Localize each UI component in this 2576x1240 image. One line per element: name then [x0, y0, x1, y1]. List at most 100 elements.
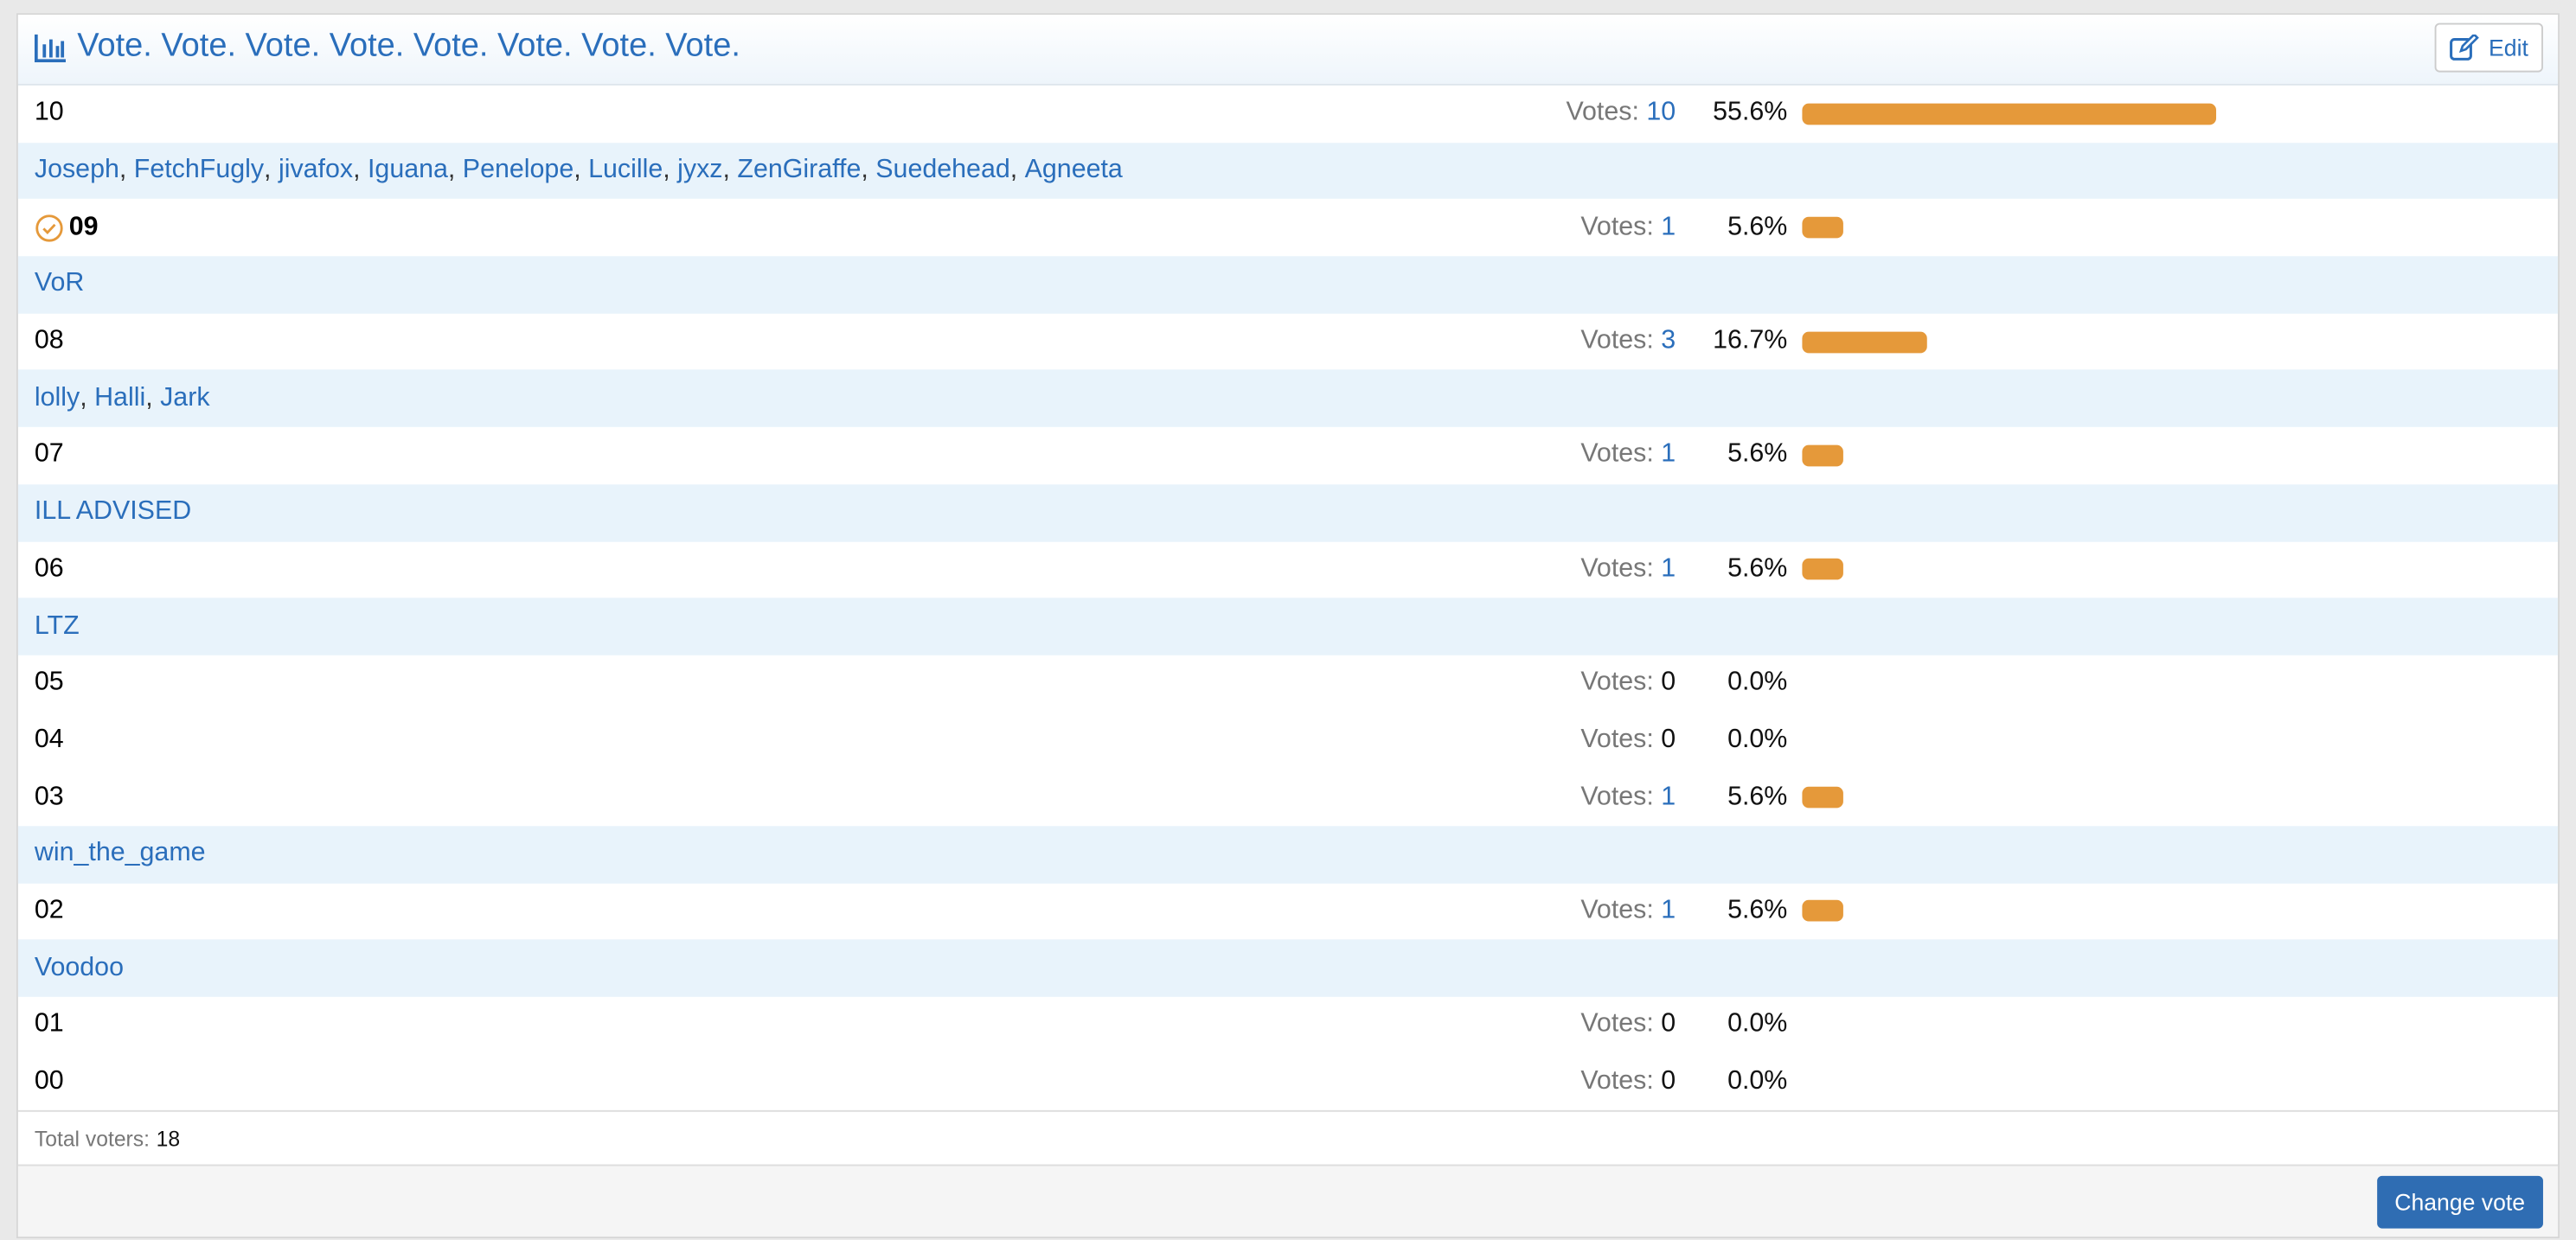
option-label: 09: [35, 213, 99, 242]
option-row: 04 Votes: 0 0.0%: [18, 712, 2558, 769]
option-label: 10: [35, 99, 64, 129]
voter-link[interactable]: Joseph: [34, 156, 119, 184]
percent: 16.7%: [1713, 327, 1788, 355]
option-label: 03: [35, 783, 64, 812]
poll-card: Vote. Vote. Vote. Vote. Vote. Vote. Vote…: [16, 13, 2560, 1238]
votes-value[interactable]: 1: [1661, 213, 1676, 241]
voter-link[interactable]: Agneeta: [1024, 156, 1123, 184]
voter-link[interactable]: Halli: [94, 383, 146, 412]
option-row: 10 Votes: 10 55.6%: [18, 86, 2558, 143]
option-row: 01 Votes: 0 0.0%: [18, 997, 2558, 1054]
poll-header: Vote. Vote. Vote. Vote. Vote. Vote. Vote…: [17, 15, 2559, 86]
percent: 5.6%: [1727, 213, 1788, 241]
votes-value[interactable]: 1: [1661, 783, 1676, 811]
option-row: 00 Votes: 0 0.0%: [18, 1054, 2558, 1111]
vote-count: Votes: 1: [1580, 897, 1676, 926]
votes-value: 0: [1661, 668, 1676, 697]
voter-link[interactable]: Jark: [160, 383, 210, 412]
option-label: 07: [35, 441, 64, 470]
option-text: 10: [34, 99, 64, 127]
voter-link[interactable]: LTZ: [34, 611, 80, 640]
voters-row: lolly, Halli, Jark: [17, 370, 2559, 428]
voters-row: Voodoo: [17, 939, 2559, 997]
vote-count: Votes: 1: [1580, 783, 1676, 812]
votes-value[interactable]: 1: [1661, 554, 1676, 583]
voter-link[interactable]: lolly: [34, 383, 80, 412]
voters-row: ILL ADVISED: [17, 483, 2559, 541]
edit-icon: [2449, 34, 2479, 61]
votes-value[interactable]: 10: [1646, 99, 1676, 127]
option-row: 08 Votes: 3 16.7%: [18, 313, 2558, 370]
separator: ,: [574, 156, 589, 184]
vote-count: Votes: 0: [1580, 1068, 1676, 1097]
voter-link[interactable]: Penelope: [462, 156, 574, 184]
separator: ,: [447, 156, 463, 184]
total-value: 18: [156, 1126, 181, 1152]
option-label: 06: [35, 555, 64, 585]
total-label: Total voters:: [34, 1126, 151, 1152]
option-row: 06 Votes: 1 5.6%: [18, 541, 2558, 598]
separator: ,: [353, 156, 368, 184]
voter-link[interactable]: jyxz: [677, 156, 723, 184]
percent: 5.6%: [1727, 783, 1788, 811]
option-label: 02: [35, 897, 64, 926]
change-vote-button[interactable]: Change vote: [2376, 1175, 2543, 1229]
votes-label: Votes:: [1566, 99, 1639, 127]
separator: ,: [1009, 156, 1025, 184]
voter-link[interactable]: FetchFugly: [133, 156, 265, 184]
voters-row: VoR: [17, 256, 2559, 314]
votes-label: Votes:: [1580, 1067, 1654, 1096]
voters-row: LTZ: [17, 598, 2559, 655]
voter-link[interactable]: win_the_game: [34, 840, 206, 868]
vote-count: Votes: 1: [1580, 213, 1676, 242]
voter-link[interactable]: ZenGiraffe: [737, 156, 862, 184]
edit-button[interactable]: Edit: [2434, 22, 2543, 73]
percent: 0.0%: [1727, 1010, 1788, 1039]
voter-link[interactable]: jivafox: [278, 156, 354, 184]
voter-link[interactable]: Lucille: [588, 156, 663, 184]
votes-value[interactable]: 1: [1661, 896, 1676, 925]
voter-link[interactable]: ILL ADVISED: [34, 497, 192, 527]
option-text: 09: [68, 213, 99, 241]
percent-bar: [1802, 559, 1844, 581]
separator: ,: [861, 156, 876, 184]
vote-count: Votes: 3: [1580, 327, 1676, 356]
option-row: 07 Votes: 1 5.6%: [18, 427, 2558, 484]
voter-link[interactable]: Suedehead: [875, 156, 1010, 184]
percent-bar: [1802, 330, 1927, 353]
votes-value: 0: [1661, 1067, 1676, 1096]
votes-label: Votes:: [1580, 440, 1654, 470]
option-text: 03: [34, 783, 64, 811]
percent: 5.6%: [1727, 554, 1788, 583]
percent-bar: [1802, 900, 1844, 923]
separator: ,: [145, 383, 161, 412]
options-list: 10 Votes: 10 55.6% Joseph, FetchFugly, jiva…: [17, 86, 2559, 1111]
option-label: 04: [35, 725, 64, 755]
separator: ,: [264, 156, 279, 184]
votes-value[interactable]: 1: [1661, 440, 1676, 470]
voter-link[interactable]: VoR: [34, 270, 85, 298]
votes-value[interactable]: 3: [1661, 327, 1676, 355]
votes-label: Votes:: [1580, 1010, 1654, 1039]
votes-label: Votes:: [1580, 725, 1654, 754]
votes-label: Votes:: [1580, 554, 1654, 583]
percent-bar: [1802, 444, 1844, 467]
voters-row: win_the_game: [17, 826, 2559, 884]
total-voters: Total voters: 18: [17, 1110, 2559, 1166]
selected-icon: [35, 214, 63, 242]
chart-icon: [34, 33, 66, 62]
votes-label: Votes:: [1580, 327, 1654, 355]
edit-label: Edit: [2489, 34, 2528, 61]
option-text: 05: [34, 668, 64, 697]
votes-label: Votes:: [1580, 783, 1654, 811]
option-text: 02: [34, 896, 64, 925]
percent: 5.6%: [1727, 896, 1788, 925]
votes-label: Votes:: [1580, 668, 1654, 697]
percent: 0.0%: [1727, 668, 1788, 697]
voter-link[interactable]: Voodoo: [34, 953, 124, 982]
option-text: 00: [34, 1067, 64, 1096]
separator: ,: [663, 156, 678, 184]
voter-link[interactable]: Iguana: [367, 156, 448, 184]
option-label: 01: [35, 1011, 64, 1040]
